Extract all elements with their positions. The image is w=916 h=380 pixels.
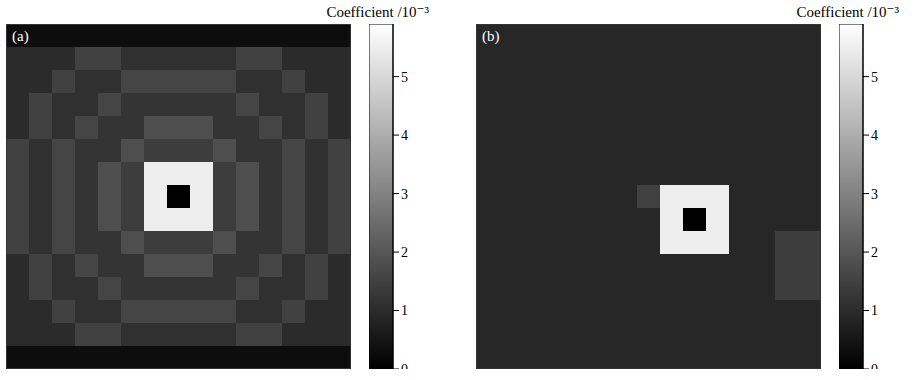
html-text:Coefficient /10⁻³: Coefficient /10⁻³ xyxy=(796,4,899,20)
svg-text:4: 4 xyxy=(401,128,408,143)
svg-text:5: 5 xyxy=(871,70,878,85)
svg-text:2: 2 xyxy=(401,245,408,260)
svg-text:3: 3 xyxy=(871,187,878,202)
svg-text:2: 2 xyxy=(871,245,878,260)
html-text:(a): (a) xyxy=(12,28,29,44)
svg-text:5: 5 xyxy=(401,70,408,85)
svg-text:4: 4 xyxy=(871,128,878,143)
html-text:(b): (b) xyxy=(482,28,500,44)
svg-text:1: 1 xyxy=(401,303,408,318)
svg-text:0: 0 xyxy=(871,362,878,369)
svg-text:1: 1 xyxy=(871,303,878,318)
svg-text:3: 3 xyxy=(401,187,408,202)
html-text:Coefficient /10⁻³: Coefficient /10⁻³ xyxy=(326,4,429,20)
svg-text:0: 0 xyxy=(401,362,408,369)
